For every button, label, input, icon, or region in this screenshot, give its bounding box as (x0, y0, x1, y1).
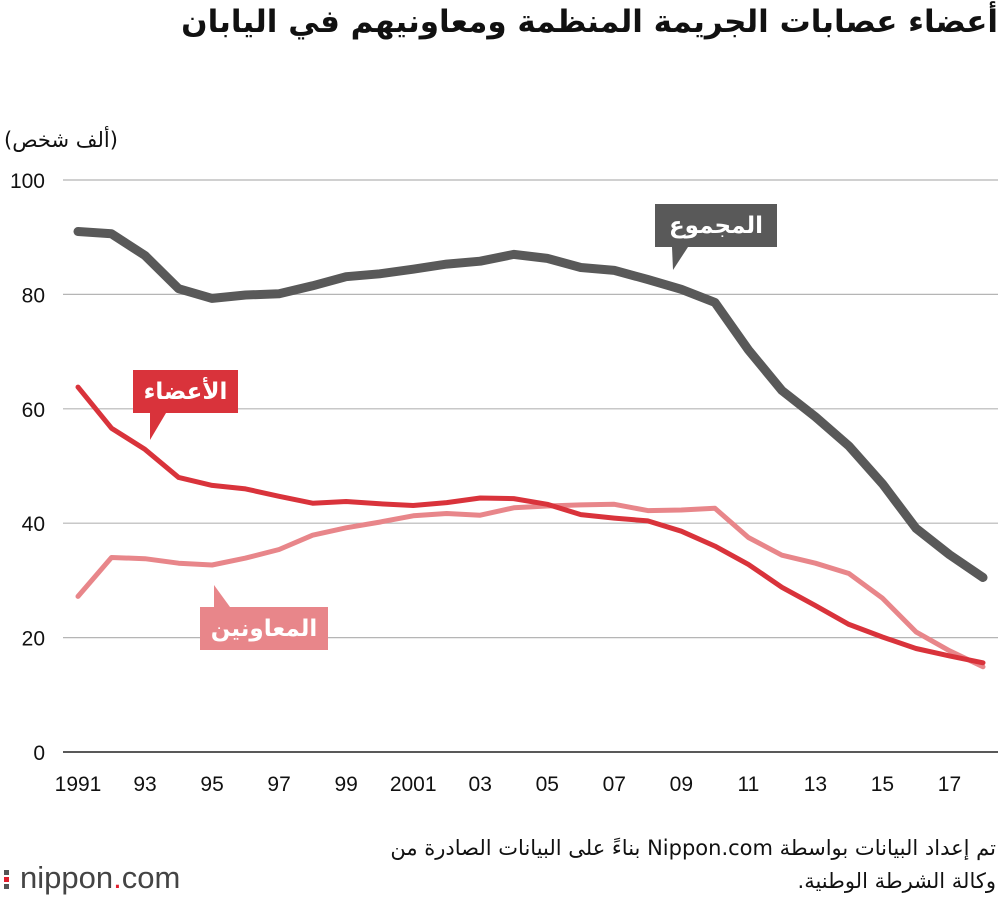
x-tick-label-95: 95 (200, 773, 223, 796)
x-tick-label-15: 15 (871, 773, 894, 796)
y-axis-unit-label: (ألف شخص) (4, 128, 118, 152)
y-tick-label-20: 20 (22, 628, 45, 651)
series-callouts: المجموع الأعضاء المعاونين (133, 204, 777, 650)
y-axis-ticks: 0 20 40 60 80 100 (10, 170, 45, 765)
logo-text-post: com (121, 860, 181, 895)
y-tick-label-40: 40 (22, 513, 45, 536)
callout-pointer-associates (214, 585, 230, 607)
x-tick-label-11: 11 (737, 773, 759, 796)
gridlines (63, 179, 998, 753)
series-line-associates (75, 501, 986, 670)
logo-dots-icon (4, 868, 10, 891)
nippon-logo: nippon.com (4, 860, 180, 896)
x-tick-label-05: 05 (536, 773, 559, 796)
callout-pointer-members (150, 413, 166, 440)
y-tick-label-60: 60 (22, 399, 45, 422)
y-tick-label-80: 80 (22, 284, 45, 307)
legend-label-total: المجموع (669, 213, 763, 239)
y-tick-label-100: 100 (10, 170, 45, 193)
x-tick-label-99: 99 (334, 773, 357, 796)
x-tick-label-93: 93 (133, 773, 156, 796)
callout-pointer-total (672, 247, 688, 270)
x-tick-label-03: 03 (469, 773, 492, 796)
source-line-1: تم إعداد البيانات بواسطة Nippon.com بناء… (390, 836, 996, 860)
x-tick-label-2001: 2001 (390, 773, 437, 796)
callout-members: الأعضاء (133, 370, 238, 440)
chart-title: أعضاء عصابات الجريمة المنظمة ومعاونيهم ف… (181, 4, 998, 40)
legend-label-members: الأعضاء (144, 376, 228, 405)
callout-box-associates (200, 607, 328, 650)
x-tick-label-17: 17 (938, 773, 961, 796)
x-tick-label-09: 09 (670, 773, 693, 796)
logo-text-dot: . (113, 860, 122, 895)
callout-box-members (133, 370, 238, 413)
source-line-2: وكالة الشرطة الوطنية. (797, 869, 996, 893)
x-axis-ticks: 1991 93 95 97 99 2001 03 05 07 09 11 13 15 17 (55, 773, 962, 796)
x-tick-label-97: 97 (267, 773, 290, 796)
source-note: تم إعداد البيانات بواسطة Nippon.com بناء… (390, 832, 996, 898)
legend-label-associates: المعاونين (211, 616, 318, 642)
x-tick-label-1991: 1991 (55, 773, 102, 796)
series-line-total (73, 227, 988, 582)
x-tick-label-07: 07 (603, 773, 626, 796)
y-tick-label-0: 0 (33, 742, 45, 765)
callout-total: المجموع (655, 204, 777, 270)
logo-text-pre: nippon (20, 860, 114, 895)
callout-box-total (655, 204, 777, 247)
callout-associates: المعاونين (200, 585, 328, 650)
series-lines (73, 227, 988, 670)
series-line-members (75, 384, 986, 666)
x-tick-label-13: 13 (804, 773, 827, 796)
